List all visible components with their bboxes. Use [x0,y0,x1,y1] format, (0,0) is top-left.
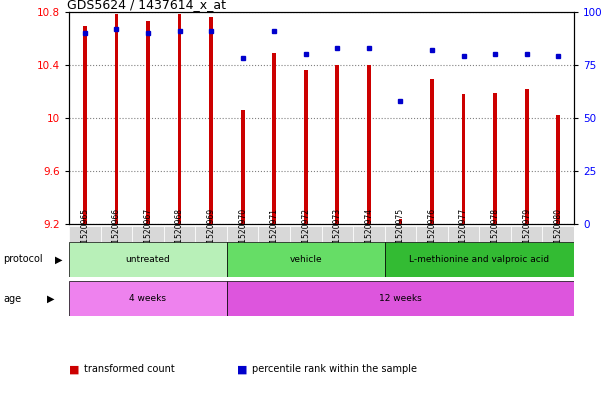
Bar [195,226,227,242]
Bar [525,89,528,224]
Bar [178,15,182,224]
Bar [163,226,195,242]
Bar [83,26,87,224]
Bar [241,110,245,224]
Bar [69,281,227,316]
Text: ▶: ▶ [55,254,63,264]
Text: GSM1520970: GSM1520970 [238,208,247,259]
Bar [448,226,480,242]
Text: untreated: untreated [126,255,170,264]
Bar [480,226,511,242]
Bar [227,281,574,316]
Bar [416,226,448,242]
Text: GSM1520974: GSM1520974 [364,208,373,259]
Text: GSM1520972: GSM1520972 [301,208,310,259]
Text: GSM1520968: GSM1520968 [175,208,184,259]
Text: GSM1520969: GSM1520969 [207,208,216,259]
Bar [209,17,213,224]
Bar [101,226,132,242]
Text: protocol: protocol [3,254,43,264]
Text: GSM1520976: GSM1520976 [427,208,436,259]
Text: GSM1520977: GSM1520977 [459,208,468,259]
Text: ■: ■ [237,364,248,375]
Bar [511,226,542,242]
Bar [272,53,276,224]
Text: vehicle: vehicle [290,255,322,264]
Text: percentile rank within the sample: percentile rank within the sample [252,364,418,375]
Bar [542,226,574,242]
Text: GDS5624 / 1437614_x_at: GDS5624 / 1437614_x_at [67,0,225,11]
Text: GSM1520973: GSM1520973 [333,208,342,259]
Bar [69,226,101,242]
Bar [322,226,353,242]
Bar [69,242,227,277]
Text: GSM1520966: GSM1520966 [112,208,121,259]
Bar [430,79,434,224]
Text: GSM1520967: GSM1520967 [144,208,153,259]
Text: GSM1520980: GSM1520980 [554,208,563,259]
Bar [146,21,150,224]
Text: GSM1520965: GSM1520965 [81,208,90,259]
Text: 12 weeks: 12 weeks [379,294,422,303]
Text: L-methionine and valproic acid: L-methionine and valproic acid [409,255,549,264]
Text: GSM1520979: GSM1520979 [522,208,531,259]
Bar [557,115,560,224]
Bar [462,94,465,224]
Bar [132,226,163,242]
Bar [290,226,322,242]
Text: 4 weeks: 4 weeks [129,294,166,303]
Text: GSM1520975: GSM1520975 [396,208,405,259]
Text: transformed count: transformed count [84,364,175,375]
Bar [367,65,371,224]
Bar [385,226,416,242]
Bar [335,65,339,224]
Bar [258,226,290,242]
Text: age: age [3,294,21,304]
Bar [227,242,385,277]
Bar [115,15,118,224]
Bar [304,70,308,224]
Bar [227,226,258,242]
Bar [385,242,574,277]
Text: ■: ■ [69,364,79,375]
Text: GSM1520971: GSM1520971 [270,208,279,259]
Text: GSM1520978: GSM1520978 [490,208,499,259]
Text: ▶: ▶ [47,294,54,304]
Bar [493,93,497,224]
Bar [398,219,402,224]
Bar [353,226,385,242]
